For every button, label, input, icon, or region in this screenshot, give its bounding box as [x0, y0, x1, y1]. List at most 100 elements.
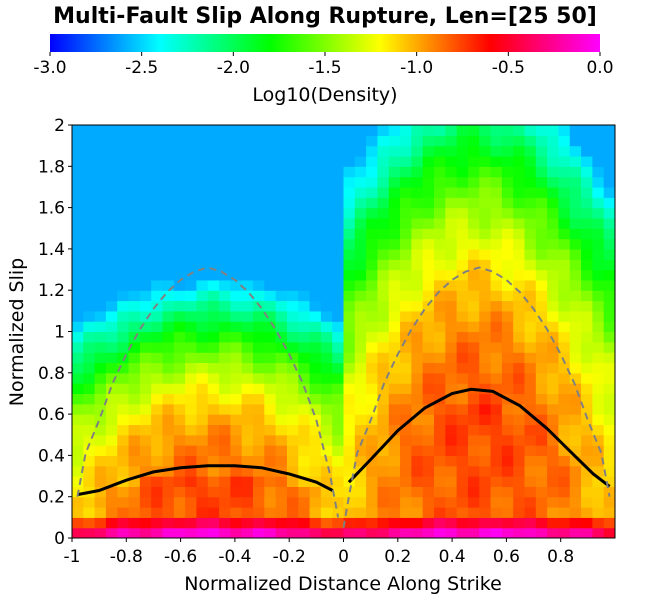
heatmap-cell [558, 393, 571, 405]
heatmap-cell [411, 166, 424, 178]
heatmap-cell [286, 393, 299, 405]
heatmap-cell [207, 321, 220, 333]
heatmap-cell [524, 414, 537, 426]
heatmap-cell [343, 300, 356, 312]
heatmap-cell [456, 155, 469, 167]
heatmap-cell [366, 217, 379, 229]
heatmap-cells [72, 125, 615, 538]
heatmap-cell [298, 527, 311, 538]
heatmap-cell [547, 341, 560, 353]
heatmap-cell [479, 496, 492, 508]
heatmap-cell [558, 166, 571, 178]
heatmap-cell [603, 393, 615, 405]
heatmap-cell [388, 372, 401, 384]
heatmap-cell [569, 207, 582, 219]
heatmap-cell [479, 217, 492, 229]
heatmap-cell [581, 248, 593, 260]
heatmap-cell [479, 176, 492, 188]
heatmap-cell [162, 228, 175, 240]
heatmap-cell [105, 445, 118, 456]
heatmap-cell [422, 414, 435, 426]
heatmap-cell [343, 166, 356, 178]
heatmap-cell [467, 414, 480, 426]
heatmap-cell [94, 279, 107, 291]
heatmap-cell [253, 197, 265, 209]
heatmap-cell [592, 445, 605, 456]
heatmap-cell [467, 259, 480, 271]
heatmap-cell [445, 331, 458, 343]
heatmap-cell [456, 279, 469, 291]
heatmap-cell [253, 496, 265, 508]
heatmap-cell [467, 197, 480, 209]
heatmap-cell [434, 186, 446, 198]
heatmap-cell [445, 176, 458, 188]
heatmap-cell [94, 496, 107, 508]
heatmap-cell [196, 455, 209, 467]
heatmap-cell [94, 145, 107, 157]
heatmap-cell [411, 300, 424, 312]
heatmap-cell [83, 176, 96, 188]
heatmap-cell [230, 145, 243, 157]
heatmap-cell [94, 125, 107, 136]
heatmap-cell [434, 424, 446, 436]
heatmap-cell [354, 496, 367, 508]
heatmap-cell [320, 465, 333, 477]
heatmap-cell [388, 445, 401, 456]
heatmap-cell [434, 310, 446, 322]
heatmap-cell [343, 228, 356, 240]
heatmap-cell [230, 310, 243, 322]
heatmap-cell [117, 228, 130, 240]
colorbar-tick-label: -1.5 [308, 58, 341, 78]
heatmap-cell [253, 331, 265, 343]
heatmap-cell [105, 269, 118, 281]
heatmap-cell [592, 383, 605, 395]
heatmap-cell [83, 259, 96, 271]
heatmap-cell [298, 434, 311, 446]
heatmap-cell [535, 476, 548, 487]
heatmap-cell [151, 217, 164, 229]
heatmap-cell [207, 125, 220, 136]
heatmap-cell [162, 300, 175, 312]
heatmap-cell [343, 465, 356, 477]
heatmap-cell [366, 125, 379, 136]
heatmap-cell [513, 259, 526, 271]
heatmap-cell [173, 300, 186, 312]
heatmap-cell [128, 414, 141, 426]
heatmap-cell [569, 290, 582, 302]
heatmap-cell [501, 279, 514, 291]
heatmap-cell [196, 383, 209, 395]
heatmap-cell [547, 352, 560, 364]
heatmap-cell [298, 352, 311, 364]
heatmap-cell [388, 125, 401, 136]
heatmap-cell [185, 403, 198, 415]
heatmap-cell [366, 310, 379, 322]
heatmap-cell [117, 517, 130, 529]
heatmap-cell [581, 310, 593, 322]
heatmap-cell [558, 176, 571, 188]
heatmap-cell [128, 383, 141, 395]
heatmap-cell [366, 145, 379, 157]
heatmap-cell [479, 321, 492, 333]
heatmap-cell [298, 341, 311, 353]
heatmap-cell [377, 290, 390, 302]
heatmap-cell [241, 166, 254, 178]
heatmap-cell [490, 290, 503, 302]
heatmap-cell [151, 207, 164, 219]
heatmap-cell [185, 197, 198, 209]
overlay-lines [76, 266, 611, 528]
heatmap-cell [275, 207, 288, 219]
heatmap-cell [490, 135, 503, 147]
heatmap-cell [320, 176, 333, 188]
x-tick-label: 0.6 [493, 547, 520, 567]
heatmap-cell [207, 341, 220, 353]
heatmap-cell [253, 517, 265, 529]
heatmap-cell [524, 331, 537, 343]
heatmap-cell [196, 517, 209, 529]
heatmap-cell [253, 259, 265, 271]
heatmap-cell [320, 414, 333, 426]
heatmap-cell [128, 331, 141, 343]
heatmap-cell [422, 403, 435, 415]
heatmap-cell [72, 414, 84, 426]
y-tick-label: 0.4 [38, 446, 65, 466]
heatmap-cell [490, 228, 503, 240]
